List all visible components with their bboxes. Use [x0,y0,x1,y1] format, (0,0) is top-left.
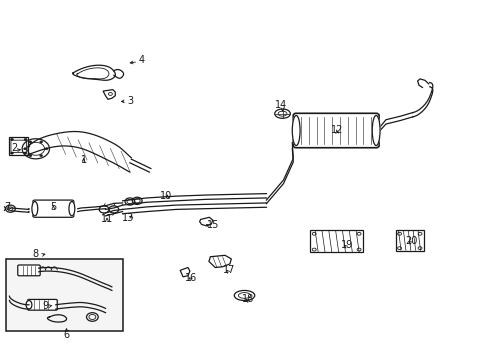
Polygon shape [208,255,231,267]
Circle shape [29,141,32,143]
Text: 1: 1 [81,155,86,165]
Text: 2: 2 [11,143,18,153]
Text: 4: 4 [139,55,145,65]
FancyBboxPatch shape [18,265,40,276]
FancyBboxPatch shape [5,259,122,330]
FancyBboxPatch shape [293,113,378,148]
Text: 6: 6 [63,330,69,340]
FancyBboxPatch shape [9,137,28,155]
Circle shape [10,138,13,140]
Ellipse shape [292,116,300,145]
Ellipse shape [234,291,254,301]
Ellipse shape [69,202,75,216]
FancyBboxPatch shape [11,140,26,152]
Text: 7: 7 [4,202,11,212]
Text: 16: 16 [184,273,197,283]
Text: 5: 5 [50,202,57,212]
Text: 18: 18 [242,294,254,304]
FancyBboxPatch shape [27,300,57,310]
Text: 11: 11 [101,215,113,224]
Text: 3: 3 [126,96,133,106]
Text: 8: 8 [33,248,39,258]
Circle shape [24,138,27,140]
Circle shape [45,148,48,150]
Circle shape [40,154,42,157]
FancyBboxPatch shape [33,200,74,217]
Ellipse shape [371,116,379,145]
Ellipse shape [26,301,32,309]
Polygon shape [199,217,212,226]
Text: 17: 17 [222,265,235,275]
Circle shape [23,148,26,150]
Text: 12: 12 [330,125,343,135]
Text: 19: 19 [340,240,352,250]
FancyBboxPatch shape [310,230,362,252]
Circle shape [24,152,27,154]
Circle shape [10,152,13,154]
Text: 10: 10 [160,191,172,201]
Polygon shape [180,267,189,277]
Text: 9: 9 [42,301,48,311]
FancyBboxPatch shape [395,230,423,251]
Polygon shape [103,90,115,99]
Ellipse shape [32,202,38,216]
Circle shape [29,154,32,157]
Text: 13: 13 [122,213,134,222]
Text: 20: 20 [405,236,417,246]
Text: 15: 15 [206,220,219,230]
Text: 14: 14 [274,100,286,110]
Circle shape [40,141,42,143]
Ellipse shape [274,109,290,118]
